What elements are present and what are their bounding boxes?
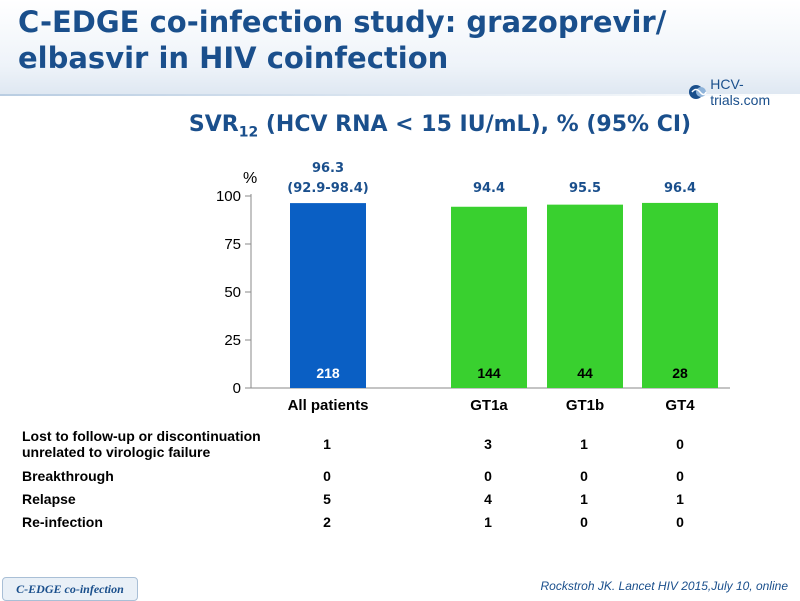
bar-value-label: 95.5 — [569, 181, 601, 196]
y-tick-label: 0 — [233, 380, 241, 397]
slide-title: C-EDGE co-infection study: grazoprevir/ … — [18, 4, 718, 76]
y-tick-label: 25 — [224, 332, 241, 349]
footer-study-tab: C-EDGE co-infection — [2, 577, 138, 601]
subtitle-subscript: 12 — [238, 124, 259, 141]
title-line-2: elbasvir in HIV coinfection — [18, 41, 449, 75]
bar-ci-label: (92.9-98.4) — [287, 181, 368, 196]
y-axis-unit-label: % — [243, 170, 257, 187]
bar-value-label: 96.4 — [664, 181, 696, 196]
x-category-label: GT4 — [665, 397, 695, 414]
y-tick-label: 75 — [224, 236, 241, 253]
logo-text: HCV-trials.com — [710, 76, 771, 108]
hcv-trials-logo-icon — [689, 85, 707, 99]
chart-subtitle: SVR12 (HCV RNA < 15 IU/mL), % (95% CI) — [140, 112, 740, 140]
y-tick-label: 100 — [216, 188, 241, 205]
bar-value-label: 94.4 — [473, 181, 505, 196]
bar-gt4 — [642, 202, 718, 388]
bar-n-label: 44 — [577, 365, 593, 381]
bar-gt1a — [451, 206, 527, 388]
subtitle-main: SVR — [188, 112, 239, 137]
subtitle-rest: (HCV RNA < 15 IU/mL), % (95% CI) — [258, 112, 692, 137]
x-category-label: GT1b — [566, 397, 604, 414]
x-category-label: All patients — [288, 397, 369, 414]
x-category-label: GT1a — [470, 397, 508, 414]
y-tick-label: 50 — [224, 284, 241, 301]
bar-n-label: 144 — [477, 365, 501, 381]
title-line-1: C-EDGE co-infection study: grazoprevir/ — [18, 5, 667, 39]
citation: Rockstroh JK. Lancet HIV 2015,July 10, o… — [540, 579, 788, 593]
bar-value-label: 96.3 — [312, 161, 344, 176]
bar-n-label: 218 — [316, 365, 340, 381]
bar-n-label: 28 — [672, 365, 688, 381]
bar-all-patients — [290, 203, 366, 388]
logo: HCV-trials.com — [688, 76, 800, 108]
bar-gt1b — [547, 204, 623, 388]
